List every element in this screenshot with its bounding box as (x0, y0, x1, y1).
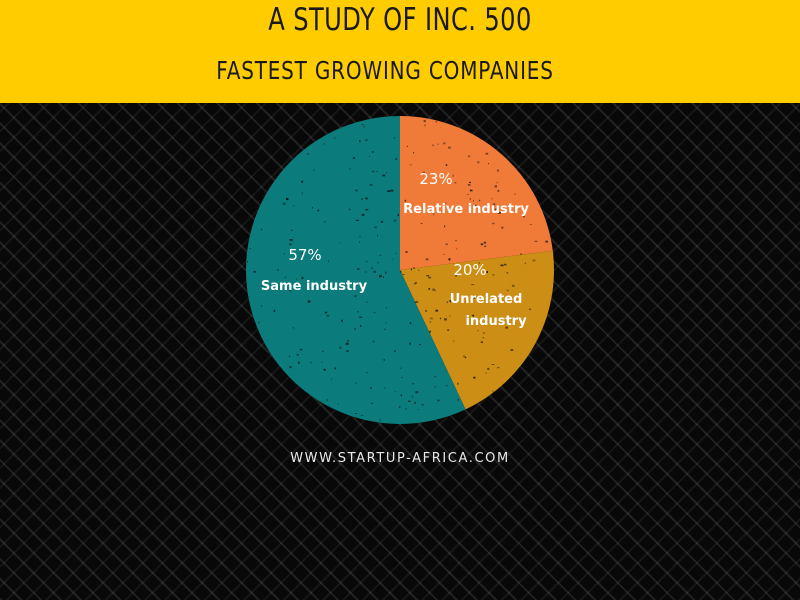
header-banner: A STUDY OF INC. 500 FASTEST GROWING COMP… (0, 0, 800, 103)
slice-label-relative-industry: Relative industry (403, 202, 529, 217)
slice-value-unrelated-industry: 20% (453, 261, 486, 279)
pie-slice-relative-industry (400, 116, 553, 270)
pie-slice-unrelated-industry (400, 250, 555, 410)
page-title: A STUDY OF INC. 500 (268, 2, 532, 38)
slice-value-relative-industry: 23% (419, 170, 452, 188)
texture-speckles (247, 120, 548, 421)
page-subtitle: FASTEST GROWING COMPANIES (216, 56, 554, 85)
slice-label-unrelated-industry: Unrelated (450, 292, 523, 307)
pie-slice-same-industry (245, 116, 466, 424)
slice-label-unrelated-industry: industry (465, 314, 527, 329)
slice-value-same-industry: 57% (288, 246, 321, 264)
slice-label-same-industry: Same industry (261, 279, 368, 294)
footer-url: WWW.STARTUP-AFRICA.COM (290, 451, 510, 466)
